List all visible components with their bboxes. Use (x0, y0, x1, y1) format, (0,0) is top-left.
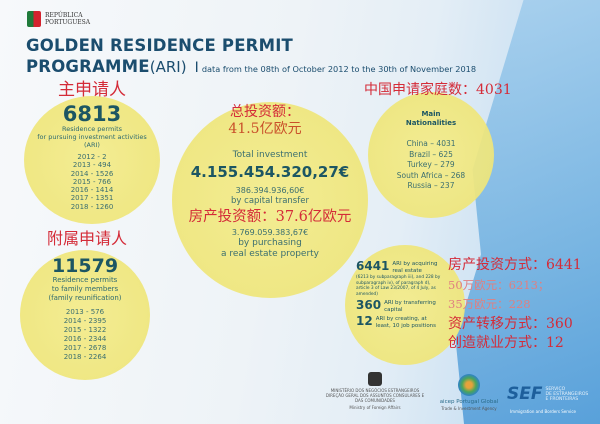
year-row: 2013 - 576 (65, 308, 105, 316)
year-row: 2012 - 2 (77, 153, 107, 161)
cn-capital: 资产转移方式：360 (448, 315, 573, 332)
real-estate-count: 6441 (356, 259, 390, 273)
desc: to family members (51, 285, 119, 293)
main-applicants-circle (24, 96, 160, 224)
year-row: 2014 - 2395 (63, 317, 107, 325)
capital-transfer-amount: 386.394.936,60€ (235, 186, 305, 195)
ari-types-block: 6441 ARI by acquiring real estate (6213 b… (356, 260, 442, 329)
sef-logo: SEF SERVIÇO DE ESTRANGEIROS E FRONTEIRAS (507, 384, 588, 404)
year-row: 2015 - 1322 (63, 326, 107, 334)
main-applicants-total: 6813 (62, 102, 122, 126)
nationality-item: Turkey – 279 (407, 160, 455, 169)
total-investment-value: 4.155.454.320,27€ (190, 163, 350, 181)
cn-jobs: 创造就业方式：12 (448, 335, 564, 351)
cn-ari-annotations: 房产投资方式：6441 50万欧元：6213； 35万欧元：228 资产转移方式… (448, 256, 582, 354)
coat-of-arms-icon (368, 372, 382, 386)
capital-count: 360 (356, 298, 382, 312)
nationality-item: Brazil – 625 (409, 149, 453, 159)
investment-circle (172, 102, 368, 298)
logo-text-2: PORTUGUESA (45, 19, 91, 26)
family-block: 11579 Residence permits to family member… (20, 256, 150, 362)
aicep-logo: aicep Portugal Global Trade & Investment… (436, 374, 502, 411)
cn-total-investment: 总投资额： 41.5亿欧元 (190, 104, 340, 138)
real-estate-amount: 3.769.059.383,67€ (231, 228, 309, 237)
cn-family-applicants: 附属申请人 (47, 229, 128, 248)
nationalities-title: Main (421, 110, 441, 118)
total-investment-label: Total investment (232, 150, 308, 160)
year-row: 2017 - 2678 (63, 344, 107, 352)
ministry-logo: MINISTÉRIO DOS NEGÓCIOS ESTRANGEIROS DIR… (320, 372, 430, 410)
subtitle: data from the 08th of October 2012 to th… (201, 64, 477, 74)
sef-text: E FRONTEIRAS (545, 396, 579, 402)
ministry-text: DIREÇÃO GERAL DOS ASSUNTOS CONSULARES E (325, 393, 425, 398)
year-row: 2018 - 2264 (63, 353, 107, 361)
cn-500k: 50万欧元：6213； (448, 277, 550, 292)
logo-text-1: REPÚBLICA (45, 12, 83, 19)
flag-icon (27, 11, 41, 27)
nationality-item: Russia – 237 (407, 181, 455, 190)
year-row: 2016 - 1414 (70, 186, 114, 195)
main-applicants-block: 6813 Residence permits for pursuing inve… (24, 103, 160, 211)
title-separator: I (194, 60, 199, 76)
ari-types-circle (345, 245, 465, 365)
title-ari: (ARI) (149, 58, 187, 76)
ministry-en: Ministry of Foreign Affairs (349, 405, 401, 410)
real-estate-label: by purchasing (238, 238, 302, 248)
cn-chinese-families: 中国申请家庭数：4031 (364, 82, 512, 98)
nationality-item: South Africa – 268 (396, 170, 466, 180)
family-circle (20, 250, 150, 380)
nationality-item: China – 4031 (406, 139, 456, 148)
year-row: 2013 - 494 (72, 161, 112, 170)
cn-main-applicants: 主申请人 (58, 80, 126, 100)
investment-block: Total investment 4.155.454.320,27€ 386.3… (172, 150, 368, 260)
cn-amount: 41.5亿欧元 (228, 121, 302, 137)
nationalities-title: Nationalities (405, 119, 457, 127)
sef-mark: SEF (507, 384, 543, 404)
year-row: 2016 - 2344 (63, 335, 107, 343)
cn-350k: 35万欧元：228 (448, 297, 531, 311)
jobs-count: 12 (356, 314, 373, 328)
desc: (family reunification) (48, 294, 122, 302)
desc: Residence permits (61, 125, 123, 133)
jobs-count-label: ARI by creating, at least, 10 job positi… (375, 316, 437, 329)
sef-text: SERVIÇO (545, 386, 566, 392)
aicep-globe-icon (458, 374, 480, 396)
year-row: 2017 - 1351 (70, 194, 114, 203)
aicep-name: aicep Portugal Global (439, 399, 499, 405)
year-row: 2014 - 1526 (70, 169, 114, 178)
year-row: 2015 - 766 (72, 177, 112, 186)
cn-label: 总投资额： (230, 104, 300, 120)
desc: (ARI) (84, 141, 100, 149)
capital-count-label: ARI by transferring capital (384, 300, 436, 313)
ministry-text: DAS COMUNIDADES (355, 398, 395, 403)
real-estate-count-label: ARI by acquiring real estate (392, 261, 438, 274)
family-total: 11579 (51, 255, 119, 277)
ministry-text: MINISTÉRIO DOS NEGÓCIOS ESTRANGEIROS (330, 388, 420, 393)
nationalities-block: Main Nationalities China – 4031 Brazil –… (368, 110, 494, 192)
page-title-line1: GOLDEN RESIDENCE PERMIT (26, 36, 293, 55)
nationalities-circle (368, 92, 494, 218)
desc: for pursuing investment activities (37, 133, 147, 141)
cn-real-estate-investment: 房产投资额：37.6亿欧元 (188, 209, 352, 225)
cn-real-estate: 房产投资方式：6441 (448, 257, 582, 273)
title-bold: PROGRAMME (26, 57, 150, 76)
sef-sub: Immigration and Borders Service (510, 409, 576, 414)
real-estate-label: a real estate property (220, 249, 319, 259)
capital-transfer-label: by capital transfer (231, 196, 309, 206)
year-row: 2018 - 1260 (70, 202, 114, 211)
republica-logo: REPÚBLICA PORTUGUESA (27, 11, 90, 27)
aicep-sub: Trade & Investment Agency (441, 406, 497, 411)
desc: Residence permits (52, 276, 118, 284)
real-estate-detail: (6213 by subparagraph iii), and 228 by s… (356, 275, 441, 297)
sef-text: DE ESTRANGEIROS (545, 391, 589, 397)
